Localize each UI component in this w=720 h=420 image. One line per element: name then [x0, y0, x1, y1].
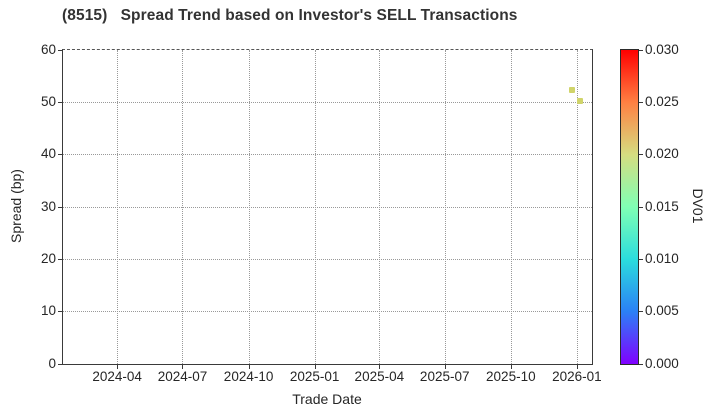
x-tick-label: 2026-01: [552, 369, 602, 384]
colorbar-tick-label: 0.025: [645, 93, 679, 109]
colorbar-tick-label: 0.000: [645, 355, 679, 371]
x-tick-label: 2025-01: [289, 369, 340, 384]
data-point-marker: [577, 98, 583, 104]
y-tick-label: 50: [40, 93, 56, 109]
y-tick-mark: [58, 259, 63, 260]
colorbar-tick-label: 0.020: [645, 146, 679, 162]
y-tick-label: 30: [40, 198, 56, 214]
x-tick-label: 2024-10: [223, 369, 274, 384]
x-tick-mark: [379, 365, 380, 369]
x-tick-label: 2025-04: [354, 369, 405, 384]
data-points-layer: [63, 50, 592, 364]
y-tick-mark: [58, 50, 63, 51]
colorbar-tick-label: 0.005: [645, 303, 679, 319]
colorbar-tick-mark: [639, 102, 643, 103]
x-tick-mark: [315, 365, 316, 369]
y-tick-mark: [58, 102, 63, 103]
x-tick-label: 2025-07: [419, 369, 470, 384]
y-gridline: [63, 207, 592, 208]
y-tick-mark: [58, 364, 63, 365]
y-tick-mark: [58, 207, 63, 208]
colorbar-tick-mark: [639, 311, 643, 312]
y-gridline: [63, 259, 592, 260]
x-tick-mark: [445, 365, 446, 369]
x-tick-label: 2025-10: [486, 369, 536, 384]
colorbar-tick-mark: [639, 364, 643, 365]
gridlines-layer: [63, 50, 592, 364]
colorbar: [620, 49, 639, 365]
colorbar-tick-label: 0.010: [645, 250, 679, 266]
x-axis-label: Trade Date: [292, 391, 362, 407]
colorbar-tick-mark: [639, 207, 643, 208]
x-tick-mark: [511, 365, 512, 369]
colorbar-label: DV01: [690, 188, 706, 224]
y-gridline: [63, 102, 592, 103]
x-tick-label: 2024-04: [92, 369, 142, 384]
y-tick-mark: [58, 154, 63, 155]
chart-title: (8515) Spread Trend based on Investor's …: [62, 7, 518, 24]
colorbar-tick-mark: [639, 50, 643, 51]
y-gridline: [63, 311, 592, 312]
colorbar-tick-mark: [639, 154, 643, 155]
data-point-marker: [569, 87, 575, 93]
x-tick-mark: [577, 365, 578, 369]
colorbar-tick-label: 0.015: [645, 198, 679, 214]
y-gridline: [63, 154, 592, 155]
y-tick-label: 20: [40, 250, 56, 266]
colorbar-tick-mark: [639, 259, 643, 260]
colorbar-tick-label: 0.030: [645, 41, 679, 57]
x-tick-mark: [182, 365, 183, 369]
y-tick-label: 0: [48, 355, 56, 371]
x-tick-label: 2024-07: [157, 369, 208, 384]
y-tick-label: 10: [40, 303, 56, 319]
x-tick-mark: [249, 365, 250, 369]
y-tick-label: 40: [40, 146, 56, 162]
y-tick-label: 60: [40, 41, 56, 57]
y-tick-mark: [58, 311, 63, 312]
plot-area: [62, 49, 593, 365]
x-tick-mark: [117, 365, 118, 369]
